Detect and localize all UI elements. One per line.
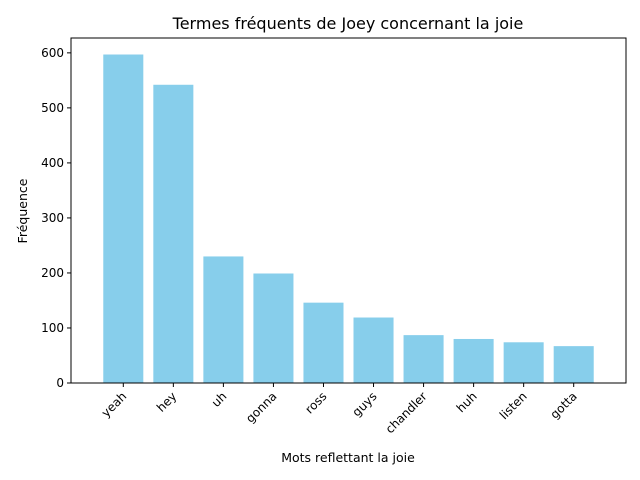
x-axis-label: Mots reflettant la joie [281, 450, 415, 465]
y-tick-label: 100 [41, 321, 64, 335]
y-tick-label: 300 [41, 211, 64, 225]
bar-gonna [253, 273, 294, 383]
y-tick-label: 500 [41, 101, 64, 115]
bar-yeah [103, 54, 144, 384]
x-tick-label: hey [154, 389, 180, 415]
x-tick-label: yeah [99, 389, 130, 420]
x-tick-label: uh [209, 389, 230, 410]
y-tick-label: 400 [41, 156, 64, 170]
x-tick-label: gonna [243, 389, 279, 425]
y-tick-label: 600 [41, 46, 64, 60]
x-tick-label: chandler [383, 389, 430, 436]
bars-group [103, 54, 594, 384]
bar-huh [453, 338, 494, 383]
x-tick-label: listen [497, 389, 530, 422]
x-axis: yeah hey uh gonna ross guys chandler huh listen g… [99, 383, 580, 436]
chart-title: Termes fréquents de Joey concernant la j… [172, 14, 524, 33]
y-tick-label: 0 [56, 376, 64, 390]
bar-gotta [553, 346, 594, 383]
x-tick-label: huh [454, 389, 480, 415]
plot-frame [70, 37, 627, 384]
x-tick-label: ross [302, 389, 329, 416]
bar-listen [503, 342, 544, 383]
y-tick-label: 200 [41, 266, 64, 280]
y-axis-label: Fréquence [15, 178, 30, 243]
y-axis: 0 100 200 300 400 500 600 [41, 46, 71, 390]
bar-hey [153, 84, 194, 384]
bar-guys [353, 317, 394, 383]
bar-uh [203, 256, 244, 383]
bar-chandler [403, 335, 444, 383]
x-tick-label: guys [350, 389, 380, 419]
bar-ross [303, 302, 344, 383]
x-tick-label: gotta [547, 389, 579, 421]
